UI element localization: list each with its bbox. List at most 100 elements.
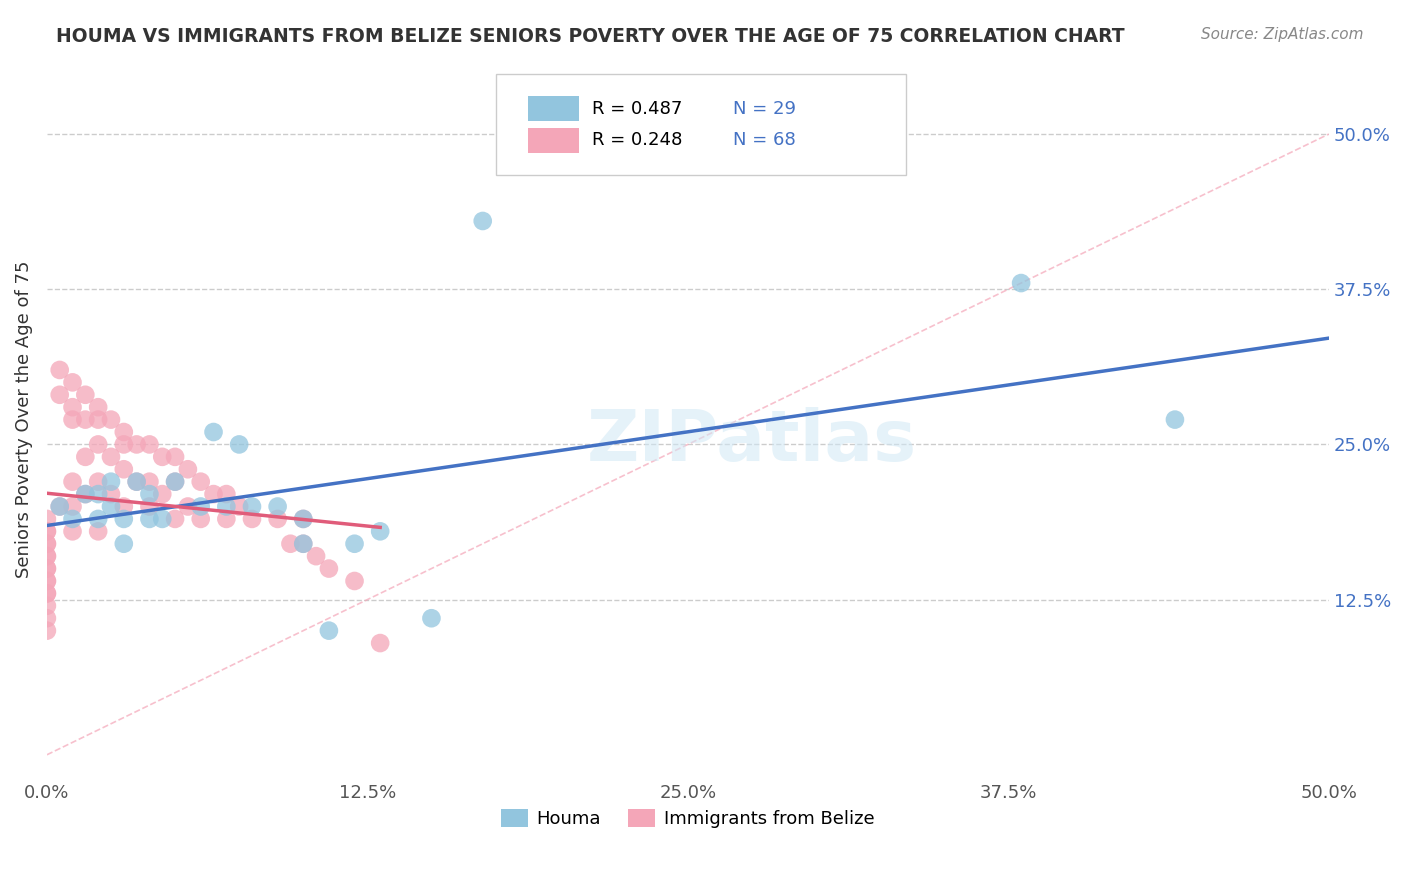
Point xyxy=(343,537,366,551)
Point xyxy=(100,487,122,501)
Point xyxy=(215,512,238,526)
Point xyxy=(138,512,160,526)
Point xyxy=(138,487,160,501)
Point xyxy=(318,561,340,575)
Point xyxy=(368,636,391,650)
Point xyxy=(190,475,212,489)
Point xyxy=(215,500,238,514)
Point xyxy=(150,512,173,526)
Point xyxy=(292,512,315,526)
Point xyxy=(165,512,187,526)
Point xyxy=(62,376,84,390)
Point xyxy=(35,524,58,539)
Point xyxy=(228,437,250,451)
Point xyxy=(48,500,70,514)
Point xyxy=(35,574,58,588)
Point xyxy=(62,400,84,414)
Point xyxy=(292,537,315,551)
Point xyxy=(165,475,187,489)
Point xyxy=(240,512,263,526)
FancyBboxPatch shape xyxy=(527,128,579,153)
Point xyxy=(62,524,84,539)
Text: R = 0.487: R = 0.487 xyxy=(592,100,682,118)
Point xyxy=(35,524,58,539)
Point xyxy=(35,561,58,575)
Point xyxy=(35,537,58,551)
Point xyxy=(177,500,200,514)
Point xyxy=(420,611,443,625)
Point xyxy=(138,475,160,489)
Point xyxy=(62,412,84,426)
Point xyxy=(75,487,97,501)
Point xyxy=(87,512,110,526)
Point xyxy=(112,500,135,514)
Point xyxy=(100,450,122,464)
Text: N = 68: N = 68 xyxy=(733,131,796,149)
Point xyxy=(35,574,58,588)
Point xyxy=(35,512,58,526)
Point xyxy=(125,475,148,489)
Point xyxy=(35,611,58,625)
Point xyxy=(368,524,391,539)
Point xyxy=(62,512,84,526)
Point xyxy=(48,388,70,402)
Point xyxy=(202,487,225,501)
Point xyxy=(112,437,135,451)
Point xyxy=(112,512,135,526)
Point xyxy=(240,500,263,514)
Text: R = 0.248: R = 0.248 xyxy=(592,131,682,149)
Point xyxy=(150,450,173,464)
Point xyxy=(35,549,58,563)
Point xyxy=(112,537,135,551)
Point xyxy=(1010,276,1032,290)
Point xyxy=(87,437,110,451)
Point xyxy=(87,400,110,414)
Point xyxy=(100,475,122,489)
Point xyxy=(112,425,135,439)
Point xyxy=(138,500,160,514)
Point xyxy=(100,412,122,426)
Legend: Houma, Immigrants from Belize: Houma, Immigrants from Belize xyxy=(494,802,882,836)
Point xyxy=(75,412,97,426)
Point xyxy=(343,574,366,588)
Point xyxy=(35,537,58,551)
Point xyxy=(190,500,212,514)
Point xyxy=(190,512,212,526)
Point xyxy=(266,512,288,526)
Point xyxy=(87,487,110,501)
Point xyxy=(62,475,84,489)
Y-axis label: Seniors Poverty Over the Age of 75: Seniors Poverty Over the Age of 75 xyxy=(15,260,32,578)
Point xyxy=(266,500,288,514)
Point xyxy=(48,500,70,514)
Point xyxy=(177,462,200,476)
Point xyxy=(228,500,250,514)
Text: N = 29: N = 29 xyxy=(733,100,796,118)
Point xyxy=(471,214,494,228)
Point xyxy=(75,388,97,402)
Point xyxy=(305,549,328,563)
Point xyxy=(165,450,187,464)
Point xyxy=(150,487,173,501)
Point xyxy=(125,475,148,489)
Point xyxy=(62,500,84,514)
Point xyxy=(202,425,225,439)
Point xyxy=(138,437,160,451)
Point xyxy=(35,586,58,600)
Point xyxy=(35,549,58,563)
Text: ZIPatlas: ZIPatlas xyxy=(586,407,917,475)
Point xyxy=(112,462,135,476)
Point xyxy=(87,524,110,539)
FancyBboxPatch shape xyxy=(495,74,905,175)
Point xyxy=(318,624,340,638)
Point xyxy=(165,475,187,489)
Point xyxy=(35,561,58,575)
Point xyxy=(292,512,315,526)
FancyBboxPatch shape xyxy=(527,96,579,121)
Point xyxy=(35,599,58,613)
Point xyxy=(100,500,122,514)
Point xyxy=(215,487,238,501)
Text: Source: ZipAtlas.com: Source: ZipAtlas.com xyxy=(1201,27,1364,42)
Point xyxy=(48,363,70,377)
Text: HOUMA VS IMMIGRANTS FROM BELIZE SENIORS POVERTY OVER THE AGE OF 75 CORRELATION C: HOUMA VS IMMIGRANTS FROM BELIZE SENIORS … xyxy=(56,27,1125,45)
Point xyxy=(280,537,302,551)
